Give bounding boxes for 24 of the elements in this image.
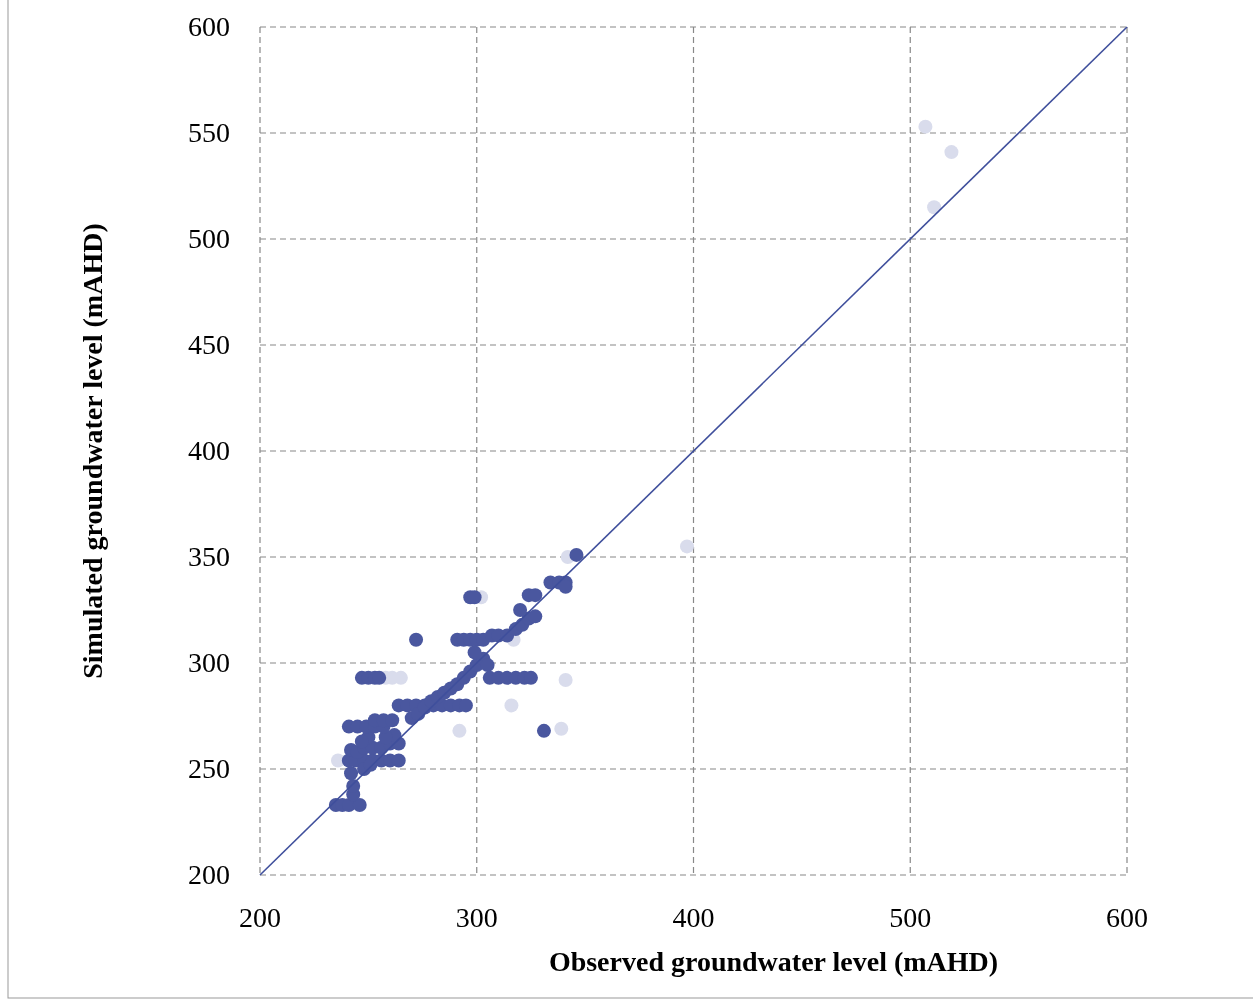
x-tick-label: 300 <box>455 902 498 933</box>
point <box>554 721 569 736</box>
y-tick-label: 400 <box>188 435 230 466</box>
y-tick-label: 250 <box>188 753 230 784</box>
x-tick-label: 400 <box>672 902 715 933</box>
y-tick-label: 450 <box>188 329 230 360</box>
x-tick-label: 600 <box>1106 902 1148 933</box>
point <box>452 723 467 738</box>
x-tick-label: 500 <box>889 902 932 933</box>
point <box>504 698 519 713</box>
y-tick-label: 500 <box>188 223 230 254</box>
y-tick-label: 550 <box>188 117 230 148</box>
x-axis-title: Observed groundwater level (mAHD) <box>548 946 999 977</box>
y-tick-label: 200 <box>188 859 230 890</box>
y-tick-label: 350 <box>188 541 230 572</box>
y-tick-label: 600 <box>188 11 230 42</box>
point <box>680 539 694 554</box>
point <box>927 200 942 215</box>
y-tick-label: 300 <box>188 647 230 678</box>
x-tick-label: 200 <box>239 902 281 933</box>
point <box>944 145 959 160</box>
point <box>558 672 573 687</box>
y-axis-title: Simulated groundwater level (mAHD) <box>77 223 108 679</box>
point <box>918 119 933 134</box>
